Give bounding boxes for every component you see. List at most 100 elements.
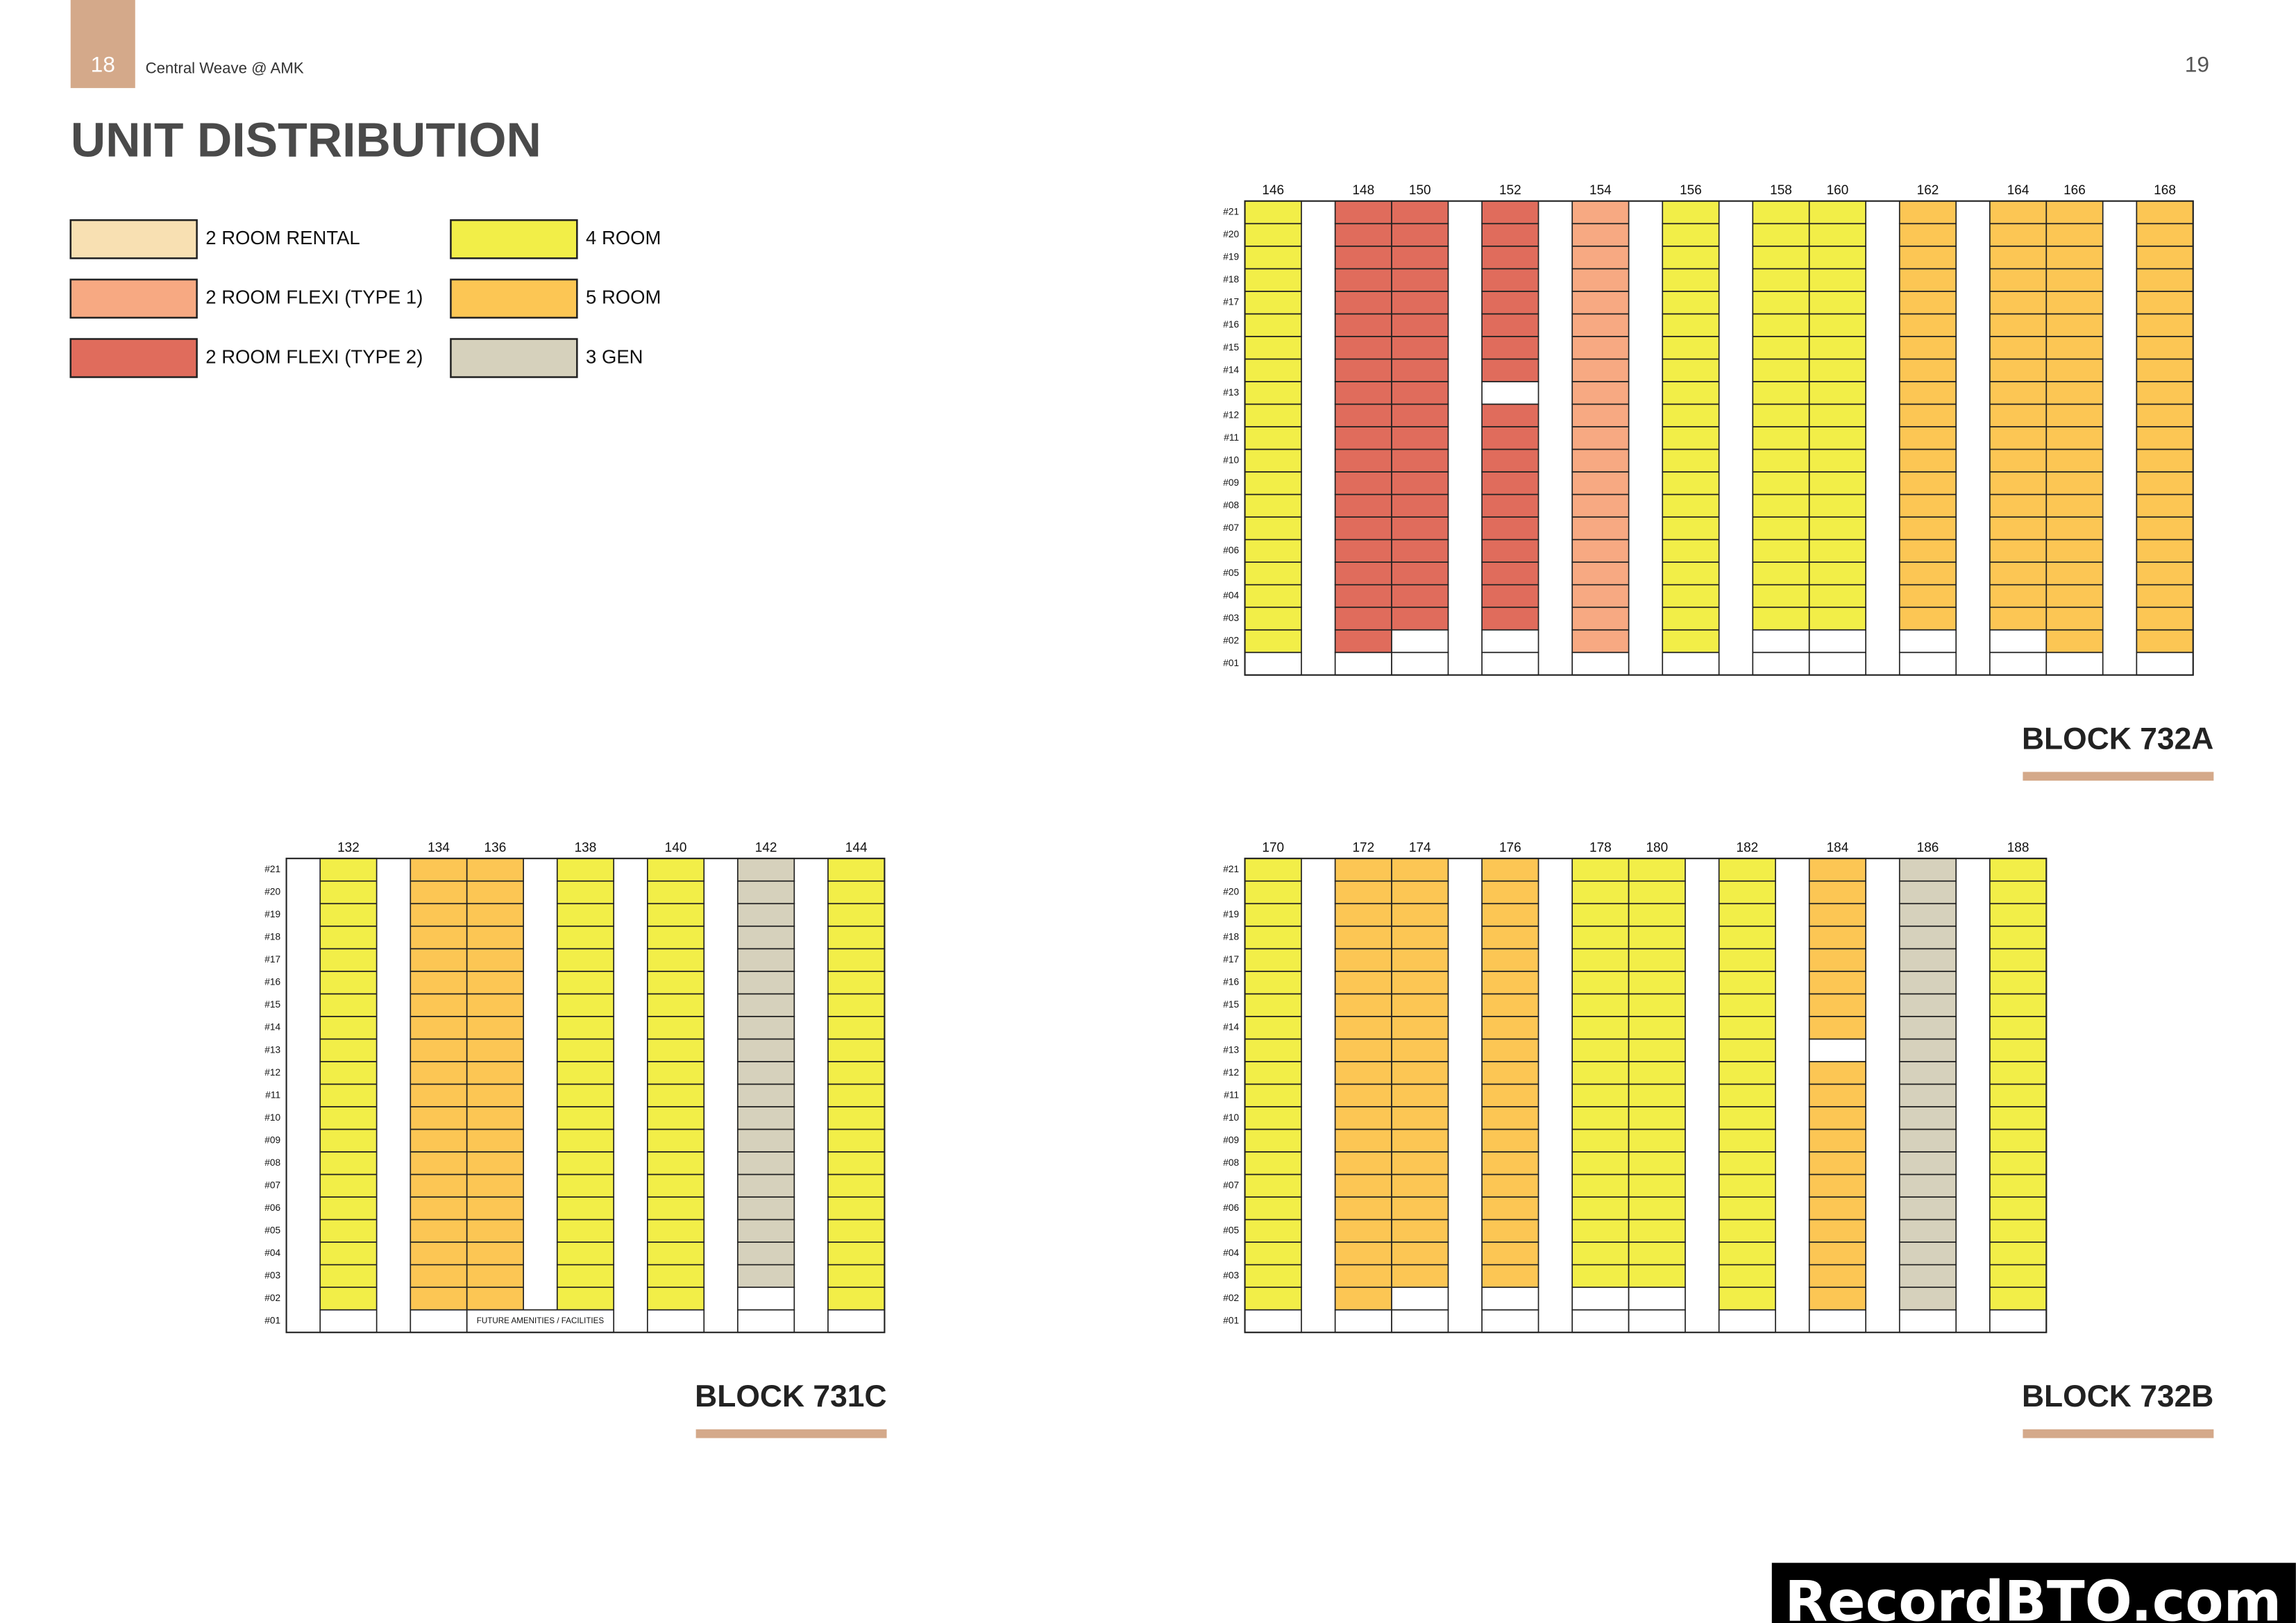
unit-cell <box>1989 858 2048 882</box>
unit-cell <box>1244 1038 1302 1062</box>
unit-cell <box>410 993 468 1017</box>
unit-cell <box>1334 584 1392 609</box>
unit-cell <box>1752 245 1810 270</box>
unit-cell <box>1571 1128 1630 1153</box>
unit-cell <box>1244 200 1302 225</box>
floor-label: #02 <box>264 1293 280 1303</box>
unit-cell <box>1391 1196 1449 1221</box>
unit-cell <box>1662 313 1720 337</box>
unit-cell <box>1808 1106 1866 1130</box>
unit-cell <box>466 1151 524 1175</box>
unit-cell <box>1334 471 1392 495</box>
unit-cell <box>1571 629 1630 654</box>
unit-cell <box>1808 561 1866 586</box>
unit-cell <box>1898 584 1957 609</box>
unit-cell <box>1571 516 1630 541</box>
unit-cell <box>2045 493 2104 518</box>
stack-label: 160 <box>1827 183 1849 198</box>
unit-cell <box>1244 652 1302 676</box>
unit-cell <box>1244 538 1302 563</box>
unit-cell <box>1662 493 1720 518</box>
unit-cell <box>1898 903 1957 927</box>
unit-cell <box>2136 516 2194 541</box>
unit-cell <box>1334 561 1392 586</box>
unit-cell <box>2136 538 2194 563</box>
unit-cell <box>1571 1106 1630 1130</box>
floor-label: #10 <box>1223 454 1239 465</box>
unit-cell <box>2045 290 2104 315</box>
unit-cell <box>466 1264 524 1289</box>
unit-cell <box>1244 584 1302 609</box>
floor-label: #08 <box>264 1157 280 1168</box>
unit-cell <box>646 1106 705 1130</box>
unit-cell <box>1481 1128 1539 1153</box>
unit-cell <box>466 970 524 995</box>
page-title: UNIT DISTRIBUTION <box>71 113 541 167</box>
unit-cell <box>319 880 378 905</box>
unit-cell <box>556 1016 615 1040</box>
unit-cell <box>2136 652 2194 676</box>
unit-cell <box>827 1016 886 1040</box>
unit-cell <box>1244 1218 1302 1243</box>
unit-cell <box>1808 948 1866 972</box>
unit-cell <box>1898 313 1957 337</box>
unit-cell <box>1571 925 1630 950</box>
unit-cell <box>1571 652 1630 676</box>
unit-cell <box>1481 448 1539 473</box>
unit-cell <box>2045 652 2104 676</box>
unit-cell <box>1244 448 1302 473</box>
unit-cell <box>1391 381 1449 405</box>
unit-cell <box>319 948 378 972</box>
unit-cell <box>466 1196 524 1221</box>
unit-cell <box>1481 223 1539 247</box>
unit-cell <box>1718 1083 1776 1107</box>
unit-cell <box>1481 313 1539 337</box>
unit-cell <box>1898 925 1957 950</box>
unit-cell <box>556 925 615 950</box>
unit-cell <box>1244 1241 1302 1266</box>
legend-swatch <box>69 219 198 260</box>
unit-cell <box>1808 403 1866 427</box>
floor-label: #20 <box>1223 887 1239 897</box>
stack-label: 176 <box>1499 840 1521 855</box>
unit-cell <box>1571 200 1630 225</box>
floor-label: #18 <box>1223 274 1239 284</box>
floor-label: #01 <box>1223 658 1239 668</box>
unit-cell <box>1244 426 1302 450</box>
blocks: #01 #02 #03 #04 #05 #06 #07 #08 #09 #10 #11 #12 #13 #… <box>264 183 2214 1438</box>
unit-cell <box>1718 1038 1776 1062</box>
unit-cell <box>646 1083 705 1107</box>
unit-cell <box>1989 561 2048 586</box>
legend-label: 2 ROOM RENTAL <box>205 227 360 248</box>
page-number-left: 18 <box>91 52 115 77</box>
unit-cell <box>1898 561 1957 586</box>
unit-cell <box>1391 1218 1449 1243</box>
unit-cell <box>1244 358 1302 382</box>
floor-label: #13 <box>1223 1044 1239 1055</box>
unit-cell <box>1898 1196 1957 1221</box>
unit-cell <box>1481 471 1539 495</box>
unit-cell <box>1571 858 1630 882</box>
unit-cell <box>1808 903 1866 927</box>
unit-cell <box>319 1309 378 1334</box>
unit-cell <box>1334 1218 1392 1243</box>
floor-label: #06 <box>1223 1203 1239 1213</box>
unit-cell <box>1898 1241 1957 1266</box>
unit-cell <box>1391 584 1449 609</box>
unit-cell <box>737 1241 795 1266</box>
unit-cell <box>1334 1128 1392 1153</box>
unit-cell <box>1752 629 1810 654</box>
unit-cell <box>646 858 705 882</box>
unit-cell <box>737 1016 795 1040</box>
unit-cell <box>1808 1196 1866 1221</box>
unit-cell <box>319 1173 378 1198</box>
unit-cell <box>1334 948 1392 972</box>
unit-cell <box>1989 1309 2048 1334</box>
unit-cell <box>1662 448 1720 473</box>
unit-cell <box>410 1264 468 1289</box>
unit-cell <box>1244 561 1302 586</box>
unit-cell <box>1752 268 1810 292</box>
unit-cell <box>1898 336 1957 360</box>
unit-cell <box>1898 1106 1957 1130</box>
